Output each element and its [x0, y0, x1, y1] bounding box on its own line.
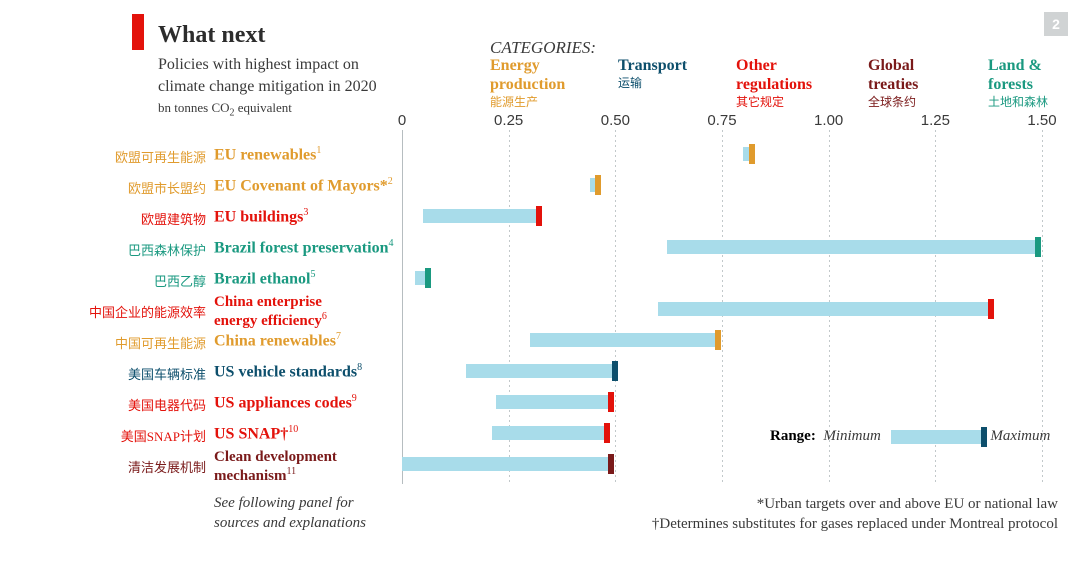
- range-max-tick: [604, 423, 610, 443]
- row-label-en: Brazil ethanol5: [214, 269, 315, 288]
- gridline: [402, 130, 403, 484]
- row-label-en: EU renewables1: [214, 145, 321, 164]
- range-max-tick: [715, 330, 721, 350]
- row-label-en: US SNAP†10: [214, 424, 298, 443]
- range-min-label: Minimum: [823, 428, 881, 444]
- range-bar: [492, 426, 607, 440]
- row-label-cn: 巴西乙醇: [154, 271, 206, 290]
- footnote-dagger: †Determines substitutes for gases replac…: [652, 514, 1058, 534]
- row-label-cn: 美国电器代码: [128, 395, 206, 414]
- row-label-en: US vehicle standards8: [214, 362, 362, 381]
- row-label-cn: 美国SNAP计划: [121, 426, 206, 445]
- row-label-en: EU buildings3: [214, 207, 308, 226]
- category-label: Energyproduction能源生产: [490, 56, 565, 110]
- range-bar: [423, 209, 538, 223]
- chart-subtitle: Policies with highest impact onclimate c…: [158, 54, 377, 97]
- range-legend: Range: Minimum Maximum: [770, 428, 1050, 445]
- row-label-en: Clean developmentmechanism11: [214, 449, 337, 484]
- range-bar: [402, 457, 611, 471]
- page-number-badge: 2: [1044, 12, 1068, 36]
- category-label: Land &forests土地和森林: [988, 56, 1048, 110]
- x-tick-label: 0.50: [601, 112, 630, 129]
- row-label-cn: 欧盟建筑物: [141, 209, 206, 228]
- range-max-tick: [612, 361, 618, 381]
- range-bar: [466, 364, 615, 378]
- row-label-en: China enterpriseenergy efficiency6: [214, 294, 327, 329]
- chart-container: 2 What next Policies with highest impact…: [0, 0, 1080, 562]
- row-label-cn: 中国可再生能源: [115, 333, 206, 352]
- row-label-en: EU Covenant of Mayors*2: [214, 176, 393, 195]
- row-label-en: Brazil forest preservation4: [214, 238, 393, 257]
- row-label-en: China renewables7: [214, 331, 341, 350]
- x-tick-label: 0: [398, 112, 406, 129]
- category-label: Transport运输: [618, 56, 687, 91]
- footnote-right: *Urban targets over and above EU or nati…: [652, 494, 1058, 535]
- range-max-tick: [536, 206, 542, 226]
- row-label-cn: 欧盟可再生能源: [115, 147, 206, 166]
- category-label: Globaltreaties全球条约: [868, 56, 918, 110]
- range-bar: [496, 395, 611, 409]
- chart-title: What next: [158, 22, 265, 49]
- row-label-cn: 巴西森林保护: [128, 240, 206, 259]
- row-label-cn: 欧盟市长盟约: [128, 178, 206, 197]
- categories-heading: CATEGORIES:: [490, 38, 596, 58]
- range-bar: [658, 302, 991, 316]
- footnote-sources: See following panel forsources and expla…: [214, 494, 366, 533]
- range-max-tick: [608, 454, 614, 474]
- chart-unit: bn tonnes CO2 equivalent: [158, 100, 292, 119]
- row-label-cn: 美国车辆标准: [128, 364, 206, 383]
- x-tick-label: 1.00: [814, 112, 843, 129]
- x-tick-label: 1.25: [921, 112, 950, 129]
- range-bar: [667, 240, 1038, 254]
- row-label-cn: 清洁发展机制: [128, 457, 206, 476]
- category-label: Otherregulations其它规定: [736, 56, 812, 110]
- range-max-tick: [608, 392, 614, 412]
- range-bar: [530, 333, 718, 347]
- x-tick-label: 1.50: [1027, 112, 1056, 129]
- x-tick-label: 0.75: [707, 112, 736, 129]
- range-max-tick: [595, 175, 601, 195]
- range-max-tick: [988, 299, 994, 319]
- range-max-label: Maximum: [990, 428, 1050, 444]
- range-max-tick: [1035, 237, 1041, 257]
- range-bar-sample: [891, 430, 981, 444]
- range-label: Range:: [770, 428, 816, 444]
- x-tick-label: 0.25: [494, 112, 523, 129]
- title-red-block: [132, 14, 144, 50]
- row-label-en: US appliances codes9: [214, 393, 357, 412]
- gridline: [615, 130, 616, 484]
- range-max-tick: [425, 268, 431, 288]
- footnote-asterisk: *Urban targets over and above EU or nati…: [652, 494, 1058, 514]
- row-label-cn: 中国企业的能源效率: [89, 302, 206, 321]
- range-max-tick: [749, 144, 755, 164]
